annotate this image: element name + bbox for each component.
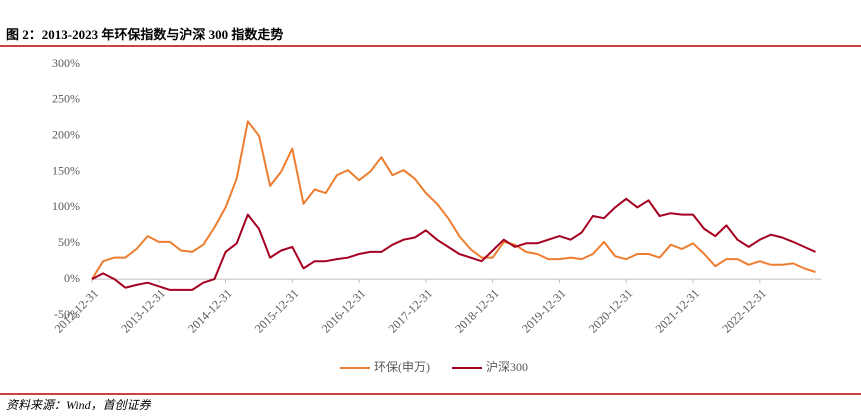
y-tick-label: 250% [52,92,80,106]
series-line [91,197,816,291]
x-tick-label: 2019-12-31 [519,286,568,335]
x-tick-label: 2018-12-31 [452,286,501,335]
y-tick-label: -50% [54,307,80,321]
x-tick-label: 2014-12-31 [185,286,234,335]
x-tick-label: 2017-12-31 [385,286,434,335]
legend-label: 环保(申万) [374,360,430,374]
x-tick-label: 2021-12-31 [653,286,702,335]
x-tick-label: 2022-12-31 [719,286,768,335]
y-tick-label: 100% [52,199,80,213]
x-tick-label: 2015-12-31 [252,286,301,335]
legend-label: 沪深300 [486,360,528,374]
x-tick-label: 2016-12-31 [319,286,368,335]
y-tick-label: 300% [52,56,80,70]
y-tick-label: 150% [52,163,80,177]
x-tick-label: 2013-12-31 [118,286,167,335]
source: 资料来源：Wind，首创证券 [6,398,152,412]
y-tick-label: 200% [52,127,80,141]
y-tick-label: 50% [58,235,80,249]
y-tick-label: 0% [64,271,80,285]
series-line [91,120,816,280]
x-tick-label: 2020-12-31 [586,286,635,335]
chart-title: 图 2：2013-2023 年环保指数与沪深 300 指数走势 [6,27,283,42]
